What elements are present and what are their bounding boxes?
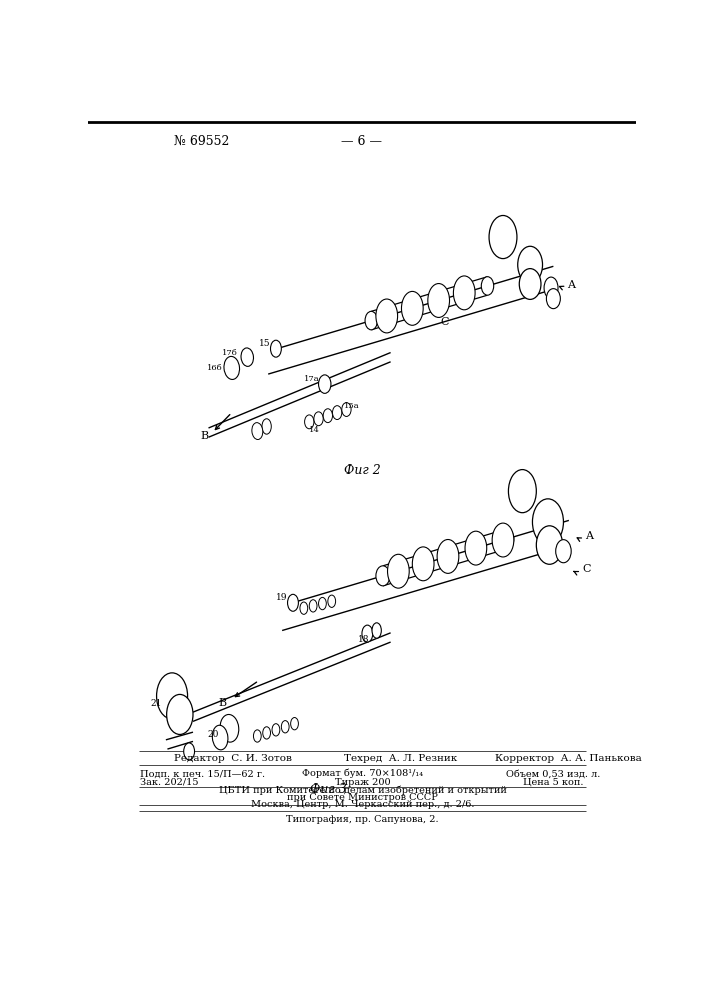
- Text: B: B: [218, 698, 226, 708]
- Text: 17а: 17а: [304, 375, 320, 383]
- Ellipse shape: [212, 725, 228, 750]
- Ellipse shape: [262, 419, 271, 434]
- Text: — 6 —: — 6 —: [341, 135, 382, 148]
- Ellipse shape: [365, 311, 378, 330]
- Text: 21: 21: [151, 699, 162, 708]
- Text: B: B: [200, 431, 209, 441]
- Ellipse shape: [453, 276, 475, 310]
- Ellipse shape: [465, 531, 486, 565]
- Ellipse shape: [537, 526, 563, 564]
- Ellipse shape: [412, 547, 434, 581]
- Ellipse shape: [362, 625, 373, 642]
- Ellipse shape: [437, 539, 459, 573]
- Ellipse shape: [309, 600, 317, 612]
- Ellipse shape: [167, 694, 193, 734]
- Text: Цена 5 коп.: Цена 5 коп.: [523, 778, 583, 787]
- Text: Фиг 3: Фиг 3: [310, 783, 347, 796]
- Ellipse shape: [387, 554, 409, 588]
- Text: 15а: 15а: [344, 402, 360, 410]
- Ellipse shape: [508, 470, 537, 513]
- Ellipse shape: [184, 743, 194, 760]
- Text: Корректор  А. А. Панькова: Корректор А. А. Панькова: [495, 754, 642, 763]
- Ellipse shape: [272, 724, 280, 736]
- Ellipse shape: [319, 375, 331, 393]
- Ellipse shape: [544, 277, 558, 299]
- Text: Редактор  С. И. Зотов: Редактор С. И. Зотов: [174, 754, 291, 763]
- Ellipse shape: [402, 291, 423, 325]
- Text: Москва, Центр, М. Черкасский пер., д. 2/6.: Москва, Центр, М. Черкасский пер., д. 2/…: [251, 800, 474, 809]
- Ellipse shape: [376, 566, 390, 586]
- Ellipse shape: [281, 721, 289, 733]
- Ellipse shape: [323, 409, 332, 423]
- Text: Подп. к печ. 15/П—62 г.: Подп. к печ. 15/П—62 г.: [140, 769, 265, 778]
- Ellipse shape: [341, 403, 351, 416]
- Text: 18: 18: [358, 635, 369, 644]
- Ellipse shape: [300, 602, 308, 614]
- Ellipse shape: [253, 730, 261, 742]
- Ellipse shape: [328, 595, 336, 607]
- Ellipse shape: [288, 594, 298, 611]
- Text: 19: 19: [276, 593, 288, 602]
- Text: № 69552: № 69552: [174, 135, 229, 148]
- Ellipse shape: [489, 215, 517, 259]
- Text: при Совете Министров СССР: при Совете Министров СССР: [287, 793, 438, 802]
- Ellipse shape: [500, 529, 514, 549]
- Text: C: C: [440, 317, 449, 327]
- Ellipse shape: [519, 269, 541, 299]
- Ellipse shape: [492, 523, 514, 557]
- Ellipse shape: [547, 289, 561, 309]
- Text: 15: 15: [259, 339, 271, 348]
- Text: 14: 14: [309, 426, 320, 434]
- Ellipse shape: [305, 415, 314, 429]
- Text: Типография, пр. Сапунова, 2.: Типография, пр. Сапунова, 2.: [286, 815, 439, 824]
- Ellipse shape: [332, 406, 341, 420]
- Ellipse shape: [263, 727, 271, 739]
- Ellipse shape: [428, 284, 450, 317]
- Text: Тираж 200: Тираж 200: [335, 778, 390, 787]
- Ellipse shape: [291, 718, 298, 730]
- Text: A: A: [585, 531, 593, 541]
- Ellipse shape: [224, 356, 240, 379]
- Text: Формат бум. 70×108¹/₁₄: Формат бум. 70×108¹/₁₄: [302, 769, 423, 778]
- Text: ЦБТИ при Комитете по делам изобретений и открытий: ЦБТИ при Комитете по делам изобретений и…: [218, 786, 507, 795]
- Ellipse shape: [271, 340, 281, 357]
- Ellipse shape: [532, 499, 563, 545]
- Ellipse shape: [252, 423, 263, 440]
- Ellipse shape: [518, 246, 542, 283]
- Text: A: A: [567, 280, 575, 290]
- Text: C: C: [582, 564, 590, 574]
- Text: Фиг 2: Фиг 2: [344, 464, 380, 477]
- Ellipse shape: [481, 277, 493, 295]
- Ellipse shape: [376, 299, 397, 333]
- Text: 20: 20: [207, 730, 218, 739]
- Ellipse shape: [319, 597, 327, 610]
- Text: 16б: 16б: [207, 364, 223, 372]
- Text: Техред  А. Л. Резник: Техред А. Л. Резник: [344, 754, 457, 763]
- Text: Объем 0,53 изд. л.: Объем 0,53 изд. л.: [506, 769, 600, 778]
- Ellipse shape: [556, 540, 571, 563]
- Text: Зак. 202/15: Зак. 202/15: [140, 778, 199, 787]
- Ellipse shape: [241, 348, 254, 366]
- Ellipse shape: [156, 673, 187, 719]
- Ellipse shape: [314, 412, 323, 426]
- Ellipse shape: [220, 714, 239, 742]
- Ellipse shape: [372, 623, 381, 638]
- Text: 17б: 17б: [222, 349, 238, 357]
